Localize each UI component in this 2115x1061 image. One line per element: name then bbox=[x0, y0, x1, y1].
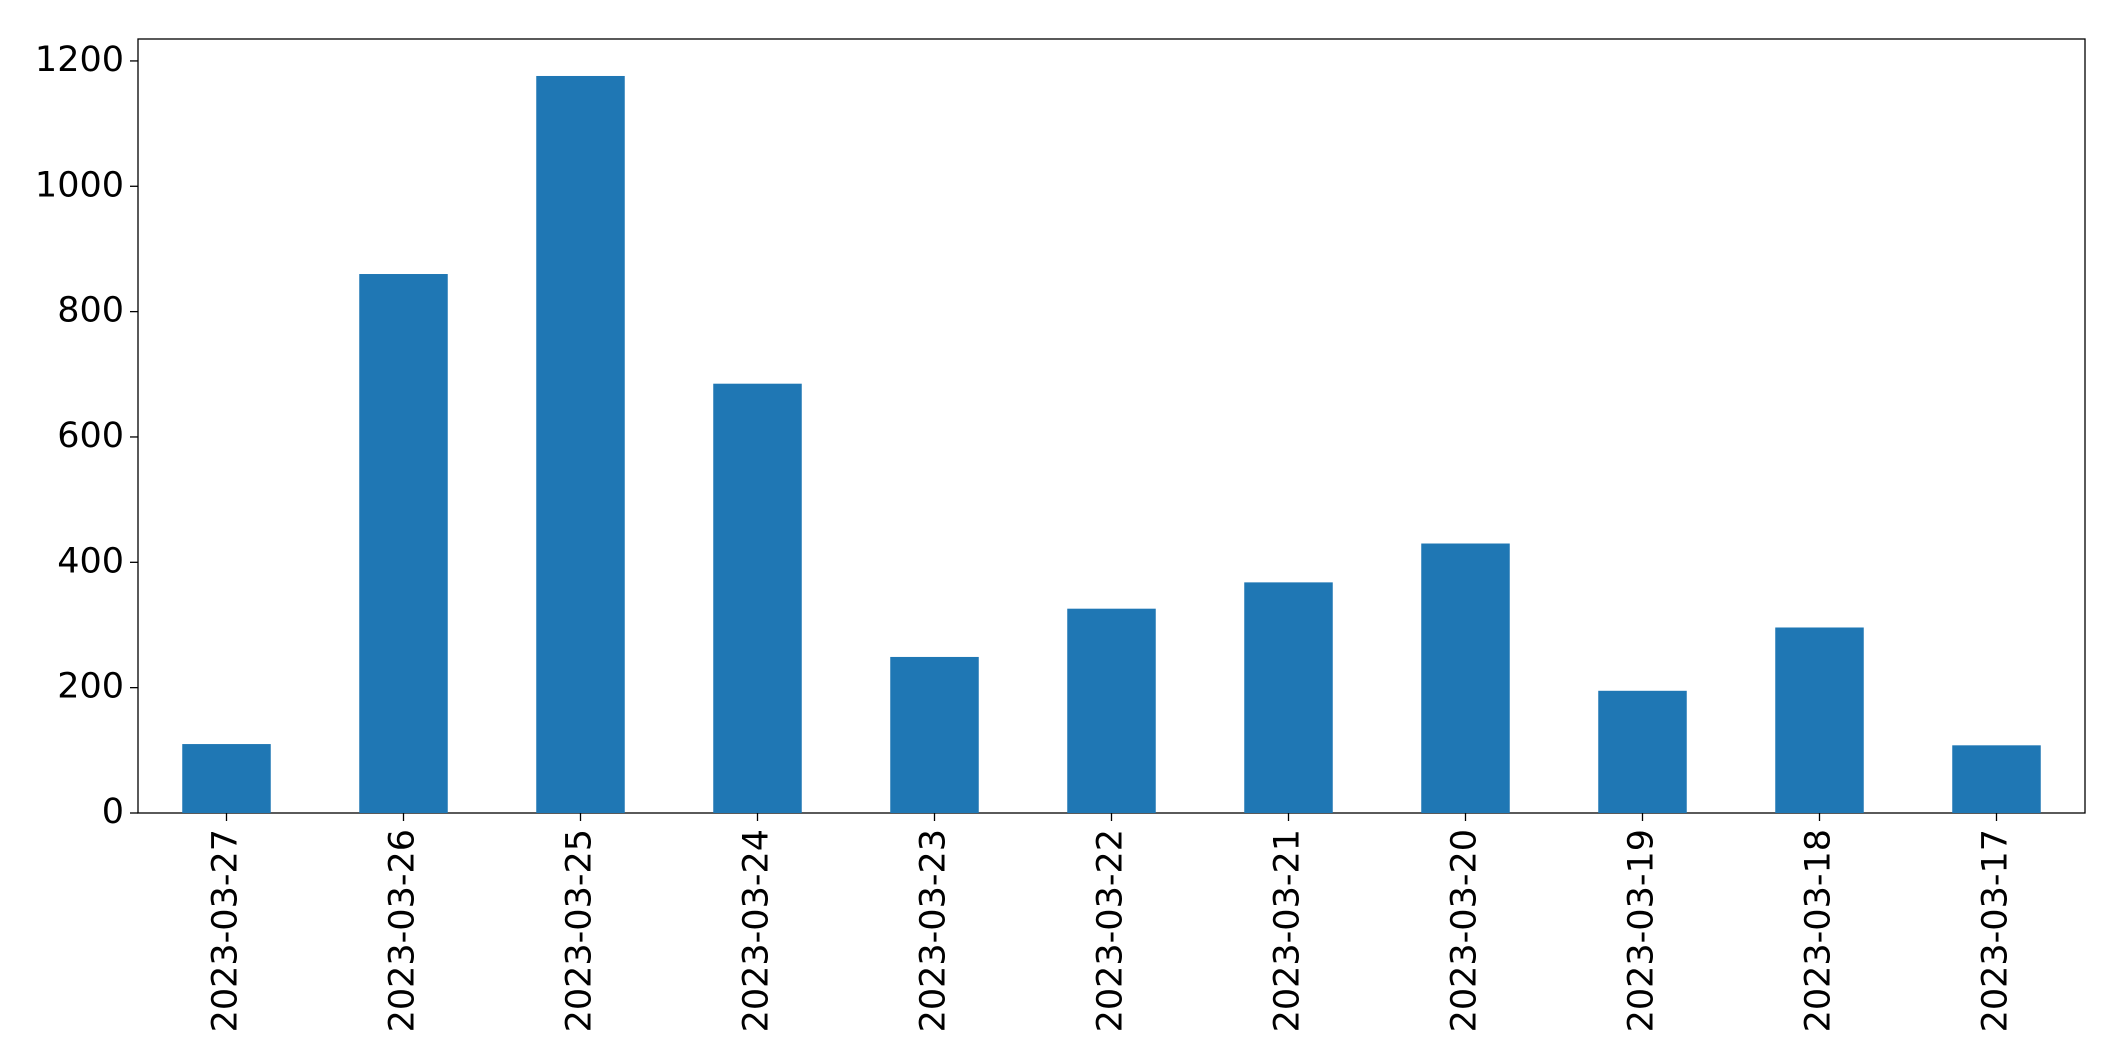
bar bbox=[1067, 608, 1156, 813]
x-tick-label: 2023-03-27 bbox=[206, 829, 246, 1032]
bar bbox=[1421, 543, 1510, 813]
x-tick-label: 2023-03-17 bbox=[1976, 829, 2016, 1032]
y-tick-label: 1000 bbox=[35, 165, 124, 205]
y-tick-label: 800 bbox=[57, 291, 124, 331]
x-tick-label: 2023-03-26 bbox=[383, 829, 423, 1032]
x-tick-label: 2023-03-18 bbox=[1799, 829, 1839, 1032]
bar bbox=[536, 75, 625, 814]
bar bbox=[713, 383, 802, 813]
bar bbox=[1952, 745, 2041, 813]
y-tick-label: 1200 bbox=[35, 40, 124, 80]
y-tick-label: 0 bbox=[102, 792, 124, 832]
bar bbox=[359, 274, 448, 813]
x-tick-label: 2023-03-23 bbox=[914, 829, 954, 1032]
bar bbox=[182, 744, 271, 813]
bar bbox=[1775, 627, 1864, 813]
y-tick-label: 200 bbox=[57, 667, 124, 707]
y-tick-label: 600 bbox=[57, 416, 124, 456]
bar bbox=[1598, 690, 1687, 813]
bar bbox=[890, 656, 979, 813]
y-tick-label: 400 bbox=[57, 541, 124, 581]
x-tick-label: 2023-03-19 bbox=[1622, 829, 1662, 1032]
x-tick-label: 2023-03-21 bbox=[1268, 829, 1308, 1032]
x-tick-label: 2023-03-20 bbox=[1445, 829, 1485, 1032]
bar bbox=[1244, 582, 1333, 813]
x-tick-label: 2023-03-24 bbox=[737, 829, 777, 1032]
x-tick-label: 2023-03-22 bbox=[1091, 829, 1131, 1032]
x-tick-label: 2023-03-25 bbox=[560, 829, 600, 1032]
